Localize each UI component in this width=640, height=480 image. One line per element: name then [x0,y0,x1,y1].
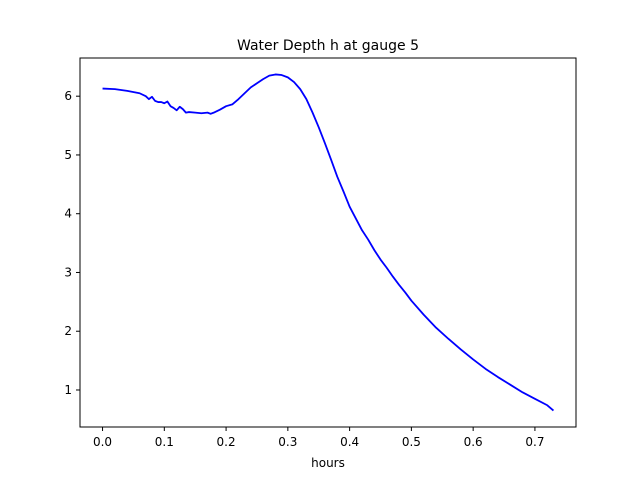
y-tick-label: 6 [64,89,72,103]
y-tick-label: 2 [64,324,72,338]
y-tick-label: 4 [64,207,72,221]
x-tick-label: 0.7 [525,435,544,449]
x-tick-label: 0.0 [93,435,112,449]
x-tick-label: 0.1 [155,435,174,449]
chart-title: Water Depth h at gauge 5 [237,38,419,54]
y-tick-label: 3 [64,265,72,279]
x-tick-label: 0.4 [340,435,359,449]
x-axis-label: hours [311,456,345,470]
axes-frame [79,57,577,428]
x-tick-label: 0.2 [217,435,236,449]
y-tick-label: 5 [64,148,72,162]
x-tick-label: 0.5 [402,435,421,449]
plot-area [102,73,555,412]
y-tick-label: 1 [64,383,72,397]
x-axis: 0.0 0.1 0.2 0.3 0.4 0.5 0.6 0.7 [93,427,544,449]
x-tick-label: 0.6 [464,435,483,449]
y-axis: 1 2 3 4 5 6 [64,89,80,397]
series-line-0 [102,73,555,412]
x-tick-label: 0.3 [278,435,297,449]
